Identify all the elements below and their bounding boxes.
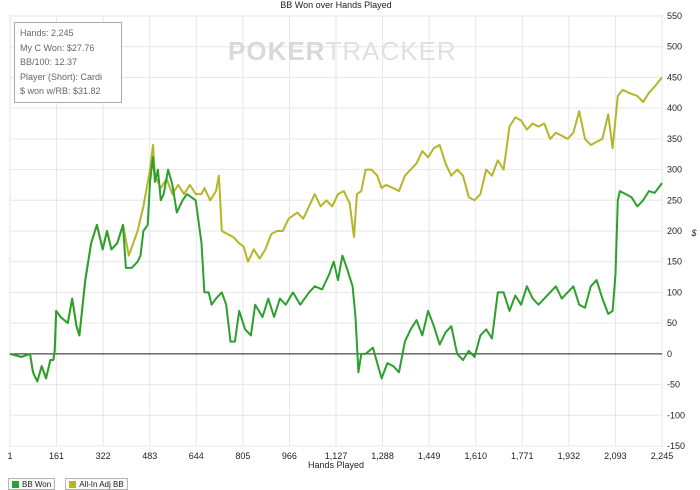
x-tick-label: 1,771: [511, 451, 534, 461]
y-tick-label: 50: [667, 318, 677, 328]
legend-label-all-in-adj: All-In Adj BB: [79, 479, 124, 489]
x-tick-label: 322: [96, 451, 111, 461]
legend-item-all-in-adj[interactable]: All-In Adj BB: [65, 478, 128, 490]
series-line-bb-won: [9, 156, 663, 383]
x-tick-label: 161: [49, 451, 64, 461]
chart-legend: BB Won All-In Adj BB: [8, 478, 128, 490]
legend-item-bb-won[interactable]: BB Won: [8, 478, 56, 490]
stat-my-c-won: My C Won: $27.76: [20, 42, 95, 53]
watermark-tracker: TRACKER: [325, 36, 457, 66]
chart-title: BB Won over Hands Played: [280, 0, 391, 10]
y-axis-title: $: [690, 228, 697, 238]
y-axis-ticks: -150 -100 -50 0 50 100 150 200 250 300 350 400 450 50…: [667, 11, 685, 451]
y-tick-label: 400: [667, 103, 682, 113]
x-axis-ticks: 1 161 322 483 644 805 966 1,127 1,288 1,449 1,610 1…: [7, 451, 673, 461]
y-tick-label: 550: [667, 11, 682, 21]
y-tick-label: -50: [667, 380, 680, 390]
stat-hands: Hands: 2,245: [20, 28, 74, 38]
x-tick-label: 805: [235, 451, 250, 461]
y-tick-label: 450: [667, 72, 682, 82]
stat-bb-100: BB/100: 12.37: [20, 57, 78, 67]
x-tick-label: 1,610: [464, 451, 487, 461]
x-tick-label: 483: [142, 451, 157, 461]
x-tick-label: 1,288: [371, 451, 394, 461]
stats-box: Hands: 2,245 My C Won: $27.76 BB/100: 12…: [14, 22, 122, 103]
legend-label-bb-won: BB Won: [22, 479, 52, 489]
y-tick-label: 200: [667, 226, 682, 236]
y-tick-label: 0: [667, 349, 672, 359]
y-tick-label: 350: [667, 134, 682, 144]
legend-swatch-all-in-adj: [69, 480, 77, 488]
x-axis-title: Hands Played: [308, 460, 364, 470]
y-tick-label: 500: [667, 42, 682, 52]
stat-player: Player (Short): Cardi: [20, 71, 103, 82]
x-tick-label: 644: [189, 451, 204, 461]
x-tick-label: 1: [7, 451, 12, 461]
stat-won-wrb: $ won w/RB: $31.82: [20, 86, 101, 96]
x-tick-label: 2,093: [604, 451, 627, 461]
x-tick-label: 2,245: [651, 451, 674, 461]
legend-swatch-bb-won: [12, 480, 19, 488]
y-tick-label: 300: [667, 165, 682, 175]
y-tick-label: -150: [667, 441, 685, 451]
pokertracker-watermark: POKERTRACKER: [228, 36, 457, 67]
y-tick-label: 150: [667, 257, 682, 267]
x-tick-label: 966: [282, 451, 297, 461]
x-tick-label: 1,127: [325, 451, 348, 461]
x-tick-label: 1,449: [418, 451, 441, 461]
y-tick-label: -100: [667, 410, 685, 420]
y-tick-label: 250: [667, 195, 682, 205]
watermark-poker: POKER: [228, 36, 326, 66]
series-lines: [9, 76, 663, 383]
y-tick-label: 100: [667, 287, 682, 297]
x-tick-label: 1,932: [558, 451, 581, 461]
